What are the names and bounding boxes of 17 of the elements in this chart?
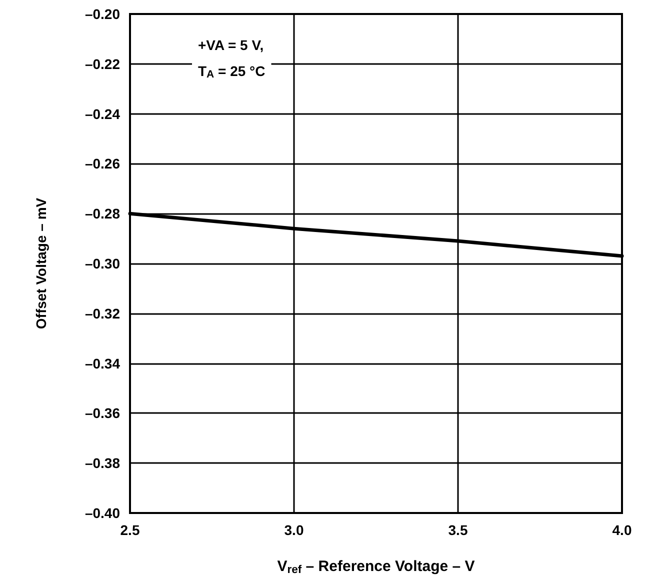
x-tick-label: 3.0 <box>284 522 304 538</box>
y-tick-label: –0.28 <box>84 206 120 222</box>
annotation: +VA = 5 V, <box>198 37 264 53</box>
y-tick-label: –0.24 <box>84 106 120 122</box>
x-tick-label: 2.5 <box>120 522 140 538</box>
y-tick-label: –0.20 <box>84 6 120 22</box>
y-tick-label: –0.30 <box>84 256 120 272</box>
y-tick-label: –0.22 <box>84 56 120 72</box>
y-tick-label: –0.38 <box>84 455 120 472</box>
y-tick-label: –0.26 <box>84 156 120 172</box>
y-axis-title: Offset Voltage – mV <box>33 197 49 330</box>
y-tick-label: –0.32 <box>84 305 120 322</box>
y-tick-label: –0.34 <box>84 355 120 372</box>
x-tick-label: 3.5 <box>448 522 468 538</box>
y-tick-label: –0.40 <box>84 505 120 521</box>
y-tick-label: –0.36 <box>84 405 120 422</box>
x-tick-label: 4.0 <box>612 522 632 538</box>
